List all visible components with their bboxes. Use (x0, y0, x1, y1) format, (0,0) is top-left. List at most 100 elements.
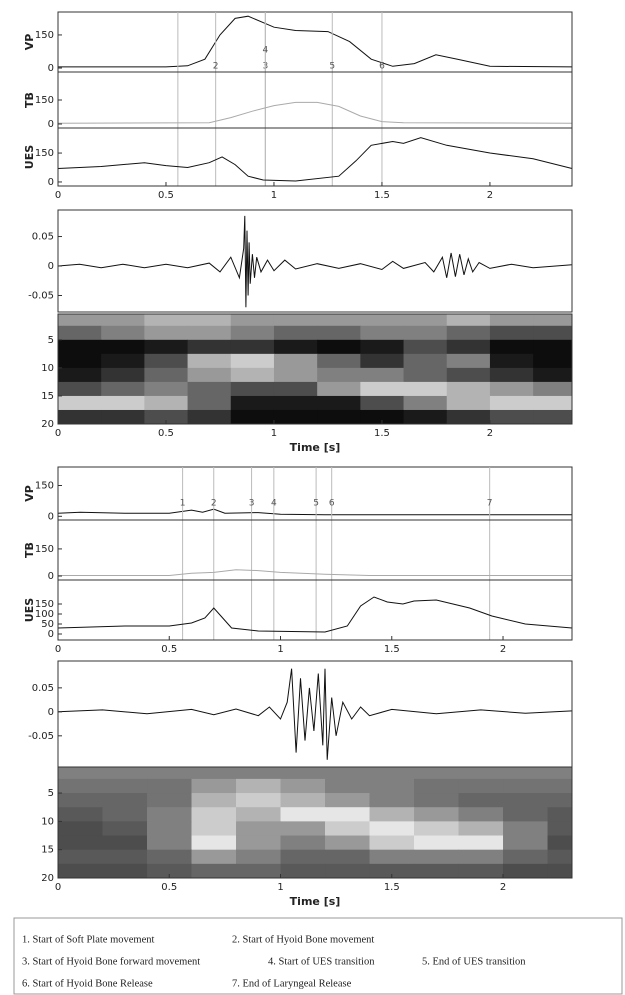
spectrogram-cell (360, 367, 405, 383)
spectrogram-cell (489, 367, 534, 383)
spectrogram-cell (360, 314, 405, 327)
spectrogram-cell (101, 395, 145, 411)
spectrogram-cell (273, 314, 318, 327)
y-tick-label: 15 (41, 391, 54, 402)
x-tick-label: 2 (500, 644, 506, 655)
note-text: 1. Start of Soft Plate movement (22, 934, 154, 945)
spectrogram-cell (533, 381, 573, 397)
spectrogram-cell (489, 325, 534, 341)
panel-frame (57, 11, 573, 73)
spectrogram-cell (403, 409, 448, 425)
spectrogram-cell (236, 767, 282, 780)
spectrogram-cell (403, 314, 448, 327)
signal-line (57, 101, 573, 124)
spectrogram-cell (236, 807, 282, 822)
spectrogram-cell (533, 395, 573, 411)
spectrogram-cell (403, 325, 448, 341)
spectrogram-cell (58, 835, 104, 851)
spectrogram-cell (147, 807, 193, 822)
spectrogram-cell (58, 778, 104, 794)
panel-frame (57, 766, 573, 879)
x-tick-label: 1 (271, 428, 277, 439)
spectrogram-cell (503, 767, 549, 780)
spectrogram-cell (369, 849, 415, 865)
spectrogram-cell (547, 835, 573, 851)
x-axis-label: Time [s] (290, 895, 341, 908)
spectrogram-cell (144, 367, 189, 383)
spectrogram-cell (273, 325, 318, 341)
signal-line (57, 668, 573, 760)
x-axis-label: Time [s] (290, 441, 341, 454)
spectrogram-cell (191, 807, 237, 822)
spectrogram-cell (458, 863, 504, 879)
spectrogram-cell (230, 314, 275, 327)
spectrogram-cell (369, 767, 415, 780)
spectrogram-cell (101, 367, 145, 383)
spectrogram-cell (458, 767, 504, 780)
y-tick-label: 0 (48, 571, 54, 582)
spectrogram-cell (280, 778, 326, 794)
spectrogram-cell (414, 807, 460, 822)
spectrogram-cell (458, 849, 504, 865)
y-tick-label: 5 (48, 335, 54, 346)
y-tick-label: 20 (41, 873, 54, 884)
spectrogram-cell (360, 409, 405, 425)
spectrogram-cell (58, 807, 104, 822)
y-axis-label: TB (23, 92, 36, 108)
x-tick-label: 0 (55, 882, 61, 893)
spectrogram-cell (144, 314, 189, 327)
spectrogram-cell (489, 409, 534, 425)
x-tick-label: 0 (55, 190, 61, 201)
spectrogram-cell (325, 863, 371, 879)
spectrogram-cell (503, 793, 549, 808)
y-tick-label: -0.05 (28, 290, 54, 301)
signal-line (58, 15, 573, 68)
spectrogram-cell (325, 767, 371, 780)
spectrogram-cell (230, 367, 275, 383)
x-tick-label: 1 (277, 882, 283, 893)
spectrogram-cell (317, 353, 361, 369)
event-label: 6 (329, 499, 335, 509)
spectrogram-cell (446, 325, 491, 341)
spectrogram-cell (446, 409, 491, 425)
panel-frame (57, 519, 573, 581)
spectrogram-cell (102, 778, 148, 794)
spectrogram-cell (280, 793, 326, 808)
spectrogram-cell (187, 314, 232, 327)
spectrogram-cell (325, 807, 371, 822)
spectrogram-cell (458, 821, 504, 837)
spectrogram-cell (547, 793, 573, 808)
y-tick-label: 20 (41, 419, 54, 430)
y-tick-label: 50 (41, 619, 54, 630)
spectrogram-cell (144, 409, 189, 425)
spectrogram-cell (547, 767, 573, 780)
note-text: 3. Start of Hyoid Bone forward movement (22, 956, 200, 967)
spectrogram-cell (147, 767, 193, 780)
panel-frame (57, 466, 573, 521)
spectrogram-cell (273, 367, 318, 383)
x-tick-label: 0.5 (158, 428, 174, 439)
spectrogram-cell (280, 835, 326, 851)
spectrogram-cell (414, 793, 460, 808)
y-tick-label: 0.05 (32, 683, 54, 694)
y-tick-label: 150 (35, 599, 54, 610)
spectrogram-cell (547, 863, 573, 879)
spectrogram-cell (369, 835, 415, 851)
y-tick-label: 100 (35, 609, 54, 620)
spectrogram-cell (58, 821, 104, 837)
spectrogram-cell (503, 863, 549, 879)
spectrogram-cell (102, 807, 148, 822)
spectrogram-cell (273, 409, 318, 425)
spectrogram-cell (280, 849, 326, 865)
spectrogram-cell (230, 353, 275, 369)
signal-line (57, 215, 573, 308)
spectrogram-cell (280, 863, 326, 879)
spectrogram-cell (191, 835, 237, 851)
spectrogram-cell (236, 821, 282, 837)
spectrogram-cell (187, 353, 232, 369)
spectrogram-cell (58, 367, 102, 383)
spectrogram-cell (102, 835, 148, 851)
x-tick-label: 1.5 (374, 428, 390, 439)
spectrogram-cell (533, 325, 573, 341)
spectrogram-cell (414, 778, 460, 794)
